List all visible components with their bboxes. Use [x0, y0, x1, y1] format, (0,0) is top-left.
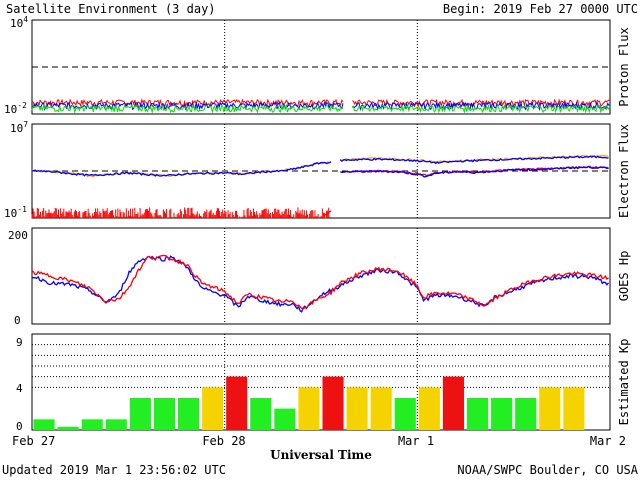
kp-bar	[105, 419, 127, 430]
kp-ylabel: Estimated Kp	[617, 339, 631, 426]
kp-bar	[563, 387, 585, 430]
electron-series-1-line	[339, 155, 609, 165]
electron-ytick-bottom: 10-1	[4, 205, 27, 220]
proton-flux-plot	[31, 20, 611, 115]
kp-bar	[226, 376, 248, 430]
kp-bar	[202, 387, 224, 430]
chart-title: Satellite Environment (3 day)	[6, 2, 216, 16]
hp-series-0-line	[31, 255, 610, 313]
kp-bar	[250, 398, 272, 430]
proton-series-2-line	[31, 103, 344, 115]
kp-bar	[129, 398, 151, 430]
hp-series-1-line	[31, 254, 609, 310]
kp-bar	[33, 419, 55, 430]
kp-bar	[442, 376, 464, 430]
kp-bar	[418, 387, 440, 430]
kp-bar	[346, 387, 368, 430]
proton-ytick-bottom: 10-2	[4, 101, 27, 116]
proton-flux-panel: 104 10-2 Proton Flux	[4, 15, 631, 116]
kp-bar	[57, 426, 79, 430]
kp-bar	[539, 387, 561, 430]
kp-bar	[370, 387, 392, 430]
x-tick-mar1: Mar 1	[398, 434, 434, 448]
kp-bar	[274, 408, 296, 430]
x-tick-feb28: Feb 28	[202, 434, 245, 448]
begin-timestamp: Begin: 2019 Feb 27 0000 UTC	[443, 2, 638, 16]
kp-ytick-bottom: 0	[16, 420, 23, 433]
noaa-credit: NOAA/SWPC Boulder, CO USA	[457, 463, 638, 477]
kp-bar	[491, 398, 513, 430]
kp-bar	[322, 376, 344, 430]
kp-bar	[394, 398, 416, 430]
x-axis-label: Universal Time	[270, 448, 372, 462]
electron-series-3-line	[340, 165, 609, 178]
x-tick-mar2: Mar 2	[590, 434, 626, 448]
kp-ytick-mid: 4	[16, 382, 23, 395]
kp-plot	[32, 333, 610, 430]
electron-series-2-line	[324, 210, 332, 216]
hp-ytick-top: 200	[8, 229, 28, 242]
proton-flux-ylabel: Proton Flux	[617, 27, 631, 106]
electron-series-2-line	[341, 165, 609, 177]
proton-ytick-top: 104	[10, 15, 28, 30]
kp-panel: 9 4 0 Estimated Kp	[16, 333, 631, 433]
kp-bar	[178, 398, 200, 430]
electron-flux-plot	[31, 124, 610, 218]
kp-bar	[467, 398, 489, 430]
x-axis: Feb 27 Feb 28 Mar 1 Mar 2 Universal Time	[12, 434, 626, 462]
kp-bar	[515, 398, 537, 430]
kp-bar	[298, 387, 320, 430]
proton-series-1-line	[31, 101, 344, 112]
electron-flux-ylabel: Electron Flux	[617, 124, 631, 218]
updated-timestamp: Updated 2019 Mar 1 23:56:02 UTC	[2, 463, 226, 477]
proton-series-1-line	[351, 101, 611, 112]
electron-flux-panel: 107 10-1 Electron Flux	[4, 120, 631, 220]
x-tick-feb27: Feb 27	[12, 434, 55, 448]
kp-bar	[153, 398, 175, 430]
goes-hp-plot	[31, 228, 610, 324]
electron-series-1-line	[31, 161, 332, 177]
proton-series-2-line	[351, 103, 611, 114]
kp-ytick-top: 9	[16, 336, 23, 349]
hp-ytick-bottom: 0	[14, 314, 21, 327]
goes-hp-ylabel: GOES Hp	[617, 251, 631, 302]
kp-bar	[81, 419, 103, 430]
goes-hp-panel: 200 0 GOES Hp	[8, 227, 631, 327]
electron-ytick-top: 107	[10, 120, 28, 135]
